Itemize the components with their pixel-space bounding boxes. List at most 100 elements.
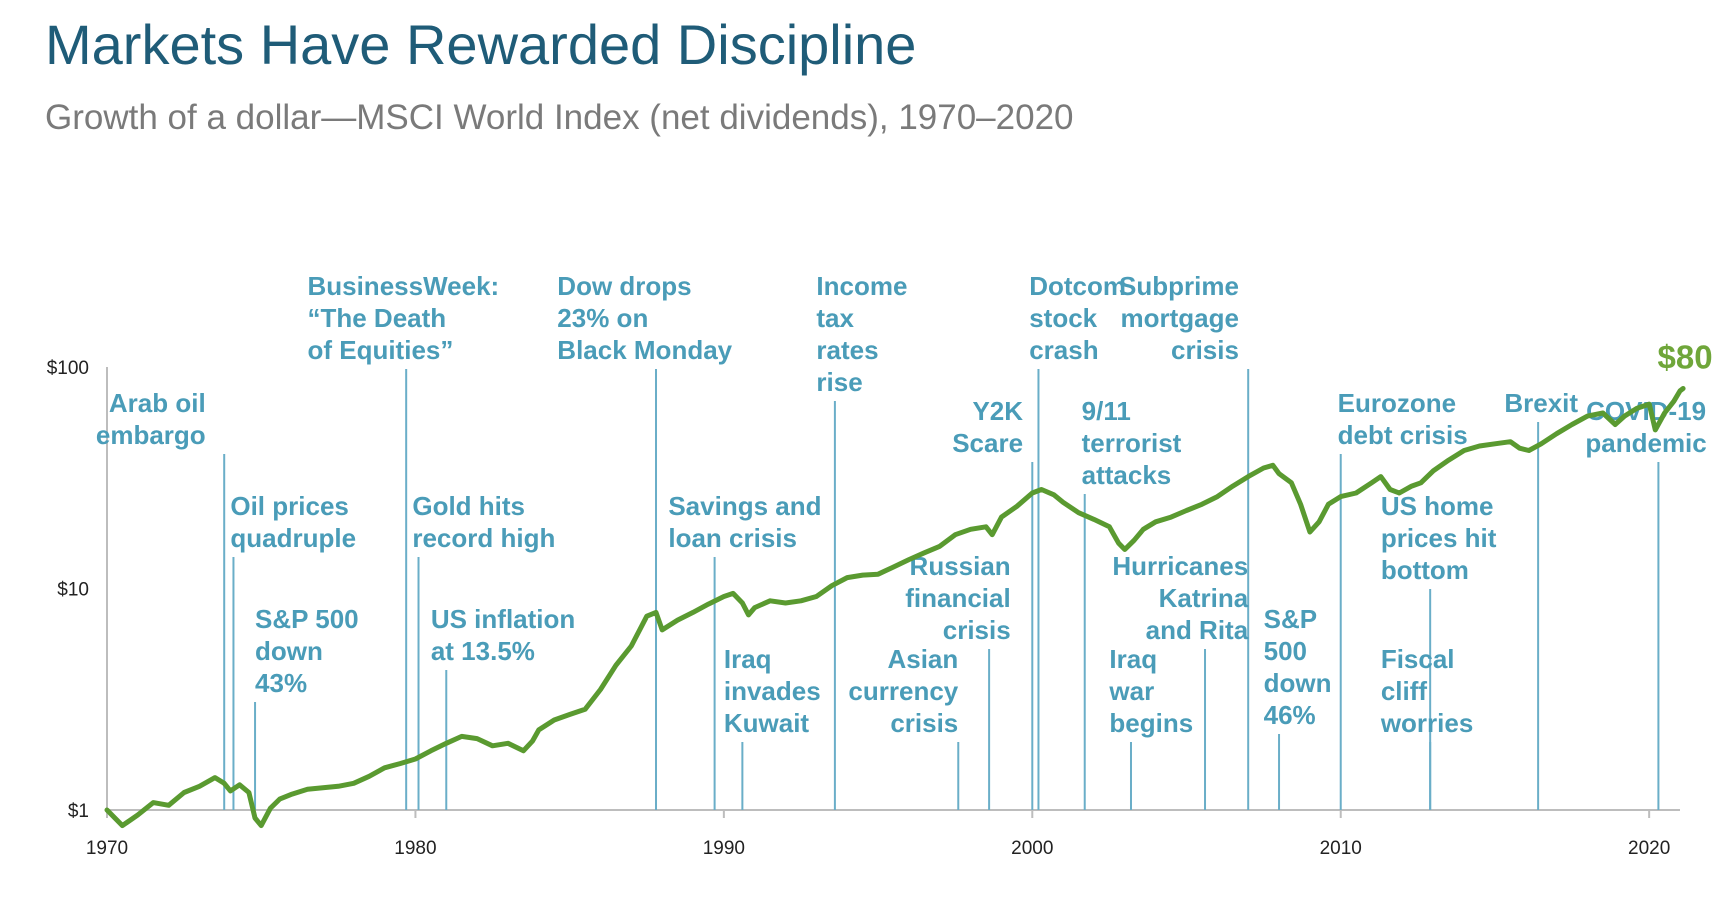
event-label-line: Katrina <box>1159 583 1249 613</box>
event-label-line: financial <box>905 583 1010 613</box>
event-label-line: prices hit <box>1381 523 1497 553</box>
x-tick-label: 2000 <box>1011 838 1053 859</box>
event-label-line: worries <box>1380 708 1474 738</box>
event-label: US home prices hit bottom <box>1381 491 1497 585</box>
event-label-line: Oil prices <box>230 491 349 521</box>
event-label-line: begins <box>1109 708 1193 738</box>
event-label-line: Russian <box>910 551 1011 581</box>
event-label-line: Subprime <box>1119 271 1239 301</box>
event-label-line: crisis <box>943 615 1011 645</box>
x-tick-label: 2020 <box>1628 838 1670 859</box>
event-label-line: Eurozone <box>1338 388 1456 418</box>
event-label: Gold hits record high <box>412 491 555 553</box>
event-label-line: terrorist <box>1082 428 1182 458</box>
event-label: 9/11 terrorist attacks <box>1082 396 1182 490</box>
event-label: BusinessWeek: “The Death of Equities” <box>307 271 499 365</box>
event-label-line: Iraq <box>724 644 772 674</box>
event-label-line: Savings and <box>668 491 821 521</box>
event-label-line: Fiscal <box>1381 644 1455 674</box>
event-label-line: record high <box>412 523 555 553</box>
event-label-line: crisis <box>1171 335 1239 365</box>
event-label-line: Brexit <box>1504 388 1578 418</box>
event-label-line: stock <box>1029 303 1097 333</box>
event-label: COVID-19 pandemic <box>1585 396 1706 458</box>
event-label-line: Scare <box>952 428 1023 458</box>
series-line: $80 <box>104 338 1713 829</box>
event-label: Dotcom stock crash <box>1029 271 1126 365</box>
event-label: Brexit <box>1504 388 1578 418</box>
event-label-line: Arab oil <box>109 388 206 418</box>
event-label-line: BusinessWeek: <box>307 271 499 301</box>
event-label-line: S&P 500 <box>255 604 359 634</box>
event-label-line: COVID-19 <box>1586 396 1706 426</box>
event-label-line: embargo <box>96 420 206 450</box>
event-label: Iraq war begins <box>1108 644 1193 738</box>
event-label-line: Black Monday <box>557 335 732 365</box>
event-label: Oil prices quadruple <box>230 491 356 553</box>
event-label-line: 43% <box>255 668 307 698</box>
event-label-line: rates <box>816 335 878 365</box>
event-label-line: mortgage <box>1120 303 1238 333</box>
y-tick-label: $100 <box>47 358 89 379</box>
event-label-line: Dotcom <box>1029 271 1126 301</box>
event-label-line: 46% <box>1264 700 1316 730</box>
event-label-line: pandemic <box>1585 428 1706 458</box>
event-label-line: rise <box>816 367 862 397</box>
event-label-line: crash <box>1029 335 1098 365</box>
event-label: Hurricanes Katrina and Rita <box>1112 551 1248 645</box>
event-label-line: tax <box>816 303 854 333</box>
event-label-line: US home <box>1381 491 1494 521</box>
event-label-line: 9/11 <box>1082 396 1131 426</box>
event-label: S&P 500 down 46% <box>1264 604 1332 730</box>
event-label-line: down <box>255 636 323 666</box>
event-label-line: quadruple <box>230 523 356 553</box>
event-label-line: 23% on <box>557 303 648 333</box>
event-label-line: currency <box>848 676 958 706</box>
event-label-line: “The Death <box>307 303 446 333</box>
event-label-line: and Rita <box>1146 615 1249 645</box>
y-tick-label: $10 <box>57 580 89 601</box>
event-label-line: at 13.5% <box>431 636 535 666</box>
event-label-line: Iraq <box>1109 644 1157 674</box>
event-label-line: Asian <box>887 644 958 674</box>
event-label-line: down <box>1264 668 1332 698</box>
event-label-line: loan crisis <box>668 523 797 553</box>
event-label-line: S&P <box>1264 604 1317 634</box>
event-label-line: 500 <box>1264 636 1307 666</box>
event-label: Savings and loan crisis <box>668 491 821 553</box>
event-label: US inflation at 13.5% <box>431 604 575 666</box>
chart-axes: $1 $10 $100 1970 1980 1990 2000 2010 2020 <box>47 358 1680 859</box>
event-label-line: Gold hits <box>412 491 525 521</box>
event-label: Income tax rates rise <box>816 271 907 397</box>
event-label: Iraq invades Kuwait <box>724 644 821 738</box>
event-label: Eurozone debt crisis <box>1338 388 1468 450</box>
event-label-line: Kuwait <box>724 708 810 738</box>
event-label-line: invades <box>724 676 821 706</box>
x-tick-label: 1980 <box>394 838 436 859</box>
chart-title: Markets Have Rewarded Discipline <box>45 13 917 76</box>
x-tick-label: 1970 <box>86 838 128 859</box>
event-label-line: debt crisis <box>1338 420 1468 450</box>
event-label-line: US inflation <box>431 604 575 634</box>
msci-world-index-line <box>104 386 1686 829</box>
event-label: Fiscal cliff worries <box>1380 644 1474 738</box>
x-tick-label: 1990 <box>703 838 745 859</box>
event-label: Y2K Scare <box>952 396 1023 458</box>
event-label: Dow drops 23% on Black Monday <box>557 271 732 365</box>
event-label-line: attacks <box>1082 460 1172 490</box>
event-label-line: of Equities” <box>307 335 453 365</box>
event-label-line: Income <box>816 271 907 301</box>
x-tick-label: 2010 <box>1320 838 1362 859</box>
event-label: Subprime mortgage crisis <box>1119 271 1239 365</box>
event-markers <box>223 369 1660 810</box>
event-label-line: crisis <box>890 708 958 738</box>
event-label-line: cliff <box>1381 676 1428 706</box>
event-label: Arab oil embargo <box>96 388 206 450</box>
event-label: Russian financial crisis <box>905 551 1010 645</box>
y-tick-label: $1 <box>68 801 89 822</box>
event-label-line: bottom <box>1381 555 1469 585</box>
event-label-line: Hurricanes <box>1112 551 1248 581</box>
event-label-line: Y2K <box>972 396 1023 426</box>
event-label-line: Dow drops <box>557 271 691 301</box>
